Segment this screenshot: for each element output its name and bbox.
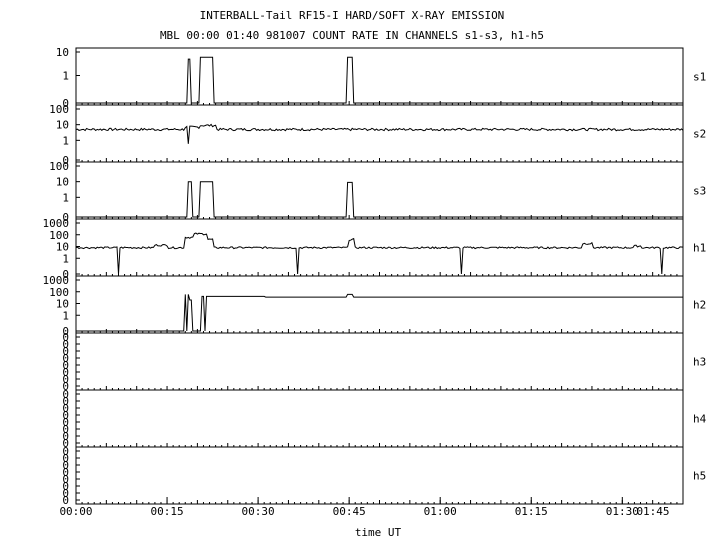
y-tick-label: 100	[49, 286, 69, 299]
y-tick-label: 10	[56, 46, 69, 59]
series-line-h2	[76, 293, 683, 332]
y-tick-label: 0	[62, 494, 69, 507]
x-tick-label: 00:30	[242, 505, 275, 518]
y-tick-label: 1	[62, 309, 69, 322]
chart-subtitle: MBL 00:00 01:40 981007 COUNT RATE IN CHA…	[160, 29, 544, 42]
y-tick-label: 10	[56, 176, 69, 189]
y-tick-label: 0	[62, 359, 69, 372]
y-tick-label: 0	[62, 268, 69, 281]
channel-label: h4	[693, 413, 707, 426]
y-tick-label: 100	[49, 160, 69, 173]
y-tick-label: 1	[62, 134, 69, 147]
y-tick-label: 0	[62, 487, 69, 500]
y-tick-label: 0	[62, 402, 69, 415]
x-tick-label: 01:15	[515, 505, 548, 518]
x-tick-label: 00:00	[59, 505, 92, 518]
y-tick-label: 100	[49, 229, 69, 242]
channel-label: h2	[693, 299, 706, 312]
y-tick-label: 0	[62, 325, 69, 338]
y-tick-label: 10	[56, 119, 69, 132]
y-tick-label: 10	[56, 298, 69, 311]
panels-group: s11010s21001010s31001010h110001001010h21…	[43, 46, 707, 507]
y-tick-label: 100	[49, 103, 69, 116]
y-tick-label: 0	[62, 345, 69, 358]
channel-label: s2	[693, 128, 706, 141]
x-tick-label: 01:45	[636, 505, 669, 518]
y-tick-label: 0	[62, 409, 69, 422]
y-tick-label: 1000	[43, 217, 70, 230]
y-tick-label: 0	[62, 388, 69, 401]
series-line-s2	[75, 123, 684, 144]
y-tick-label: 0	[62, 445, 69, 458]
y-tick-label: 0	[62, 395, 69, 408]
x-tick-label: 00:45	[333, 505, 366, 518]
panel-frame	[75, 332, 684, 391]
y-tick-label: 1	[62, 252, 69, 265]
y-tick-label: 0	[62, 466, 69, 479]
panel-frame	[75, 104, 684, 163]
y-tick-label: 0	[62, 154, 69, 167]
y-tick-label: 0	[62, 437, 69, 450]
series-line-s3	[76, 181, 683, 218]
x-tick-label: 01:30	[606, 505, 639, 518]
y-tick-label: 0	[62, 338, 69, 351]
y-tick-label: 0	[62, 373, 69, 386]
y-tick-label: 0	[62, 423, 69, 436]
y-tick-label: 0	[62, 331, 69, 344]
y-tick-label: 0	[62, 352, 69, 365]
panel-frame	[75, 389, 684, 448]
channel-label: s1	[693, 71, 706, 84]
y-tick-label: 0	[62, 459, 69, 472]
y-tick-label: 0	[62, 366, 69, 379]
y-tick-label: 10	[56, 241, 69, 254]
panel-frame	[75, 47, 684, 106]
x-tick-label: 01:00	[424, 505, 457, 518]
channel-label: h5	[693, 470, 706, 483]
y-tick-label: 0	[62, 380, 69, 393]
y-tick-label: 0	[62, 211, 69, 224]
y-tick-label: 0	[62, 416, 69, 429]
channel-label: h3	[693, 356, 706, 369]
panel-frame	[75, 446, 684, 505]
channel-label: h1	[693, 242, 706, 255]
x-tick-label: 00:15	[150, 505, 183, 518]
y-tick-label: 1	[62, 191, 69, 204]
series-line-s1	[76, 56, 683, 104]
y-tick-label: 0	[62, 430, 69, 443]
chart-title: INTERBALL-Tail RF15-I HARD/SOFT X-RAY EM…	[200, 9, 505, 22]
y-tick-label: 1	[62, 70, 69, 83]
y-tick-label: 0	[62, 97, 69, 110]
series-line-h1	[75, 232, 684, 275]
panel-frame	[75, 275, 684, 334]
y-tick-label: 1000	[43, 274, 70, 287]
y-tick-label: 0	[62, 452, 69, 465]
y-tick-label: 0	[62, 480, 69, 493]
panel-frame	[75, 161, 684, 220]
y-tick-label: 0	[62, 473, 69, 486]
channel-label: s3	[693, 185, 706, 198]
x-axis-label: time UT	[355, 526, 402, 539]
